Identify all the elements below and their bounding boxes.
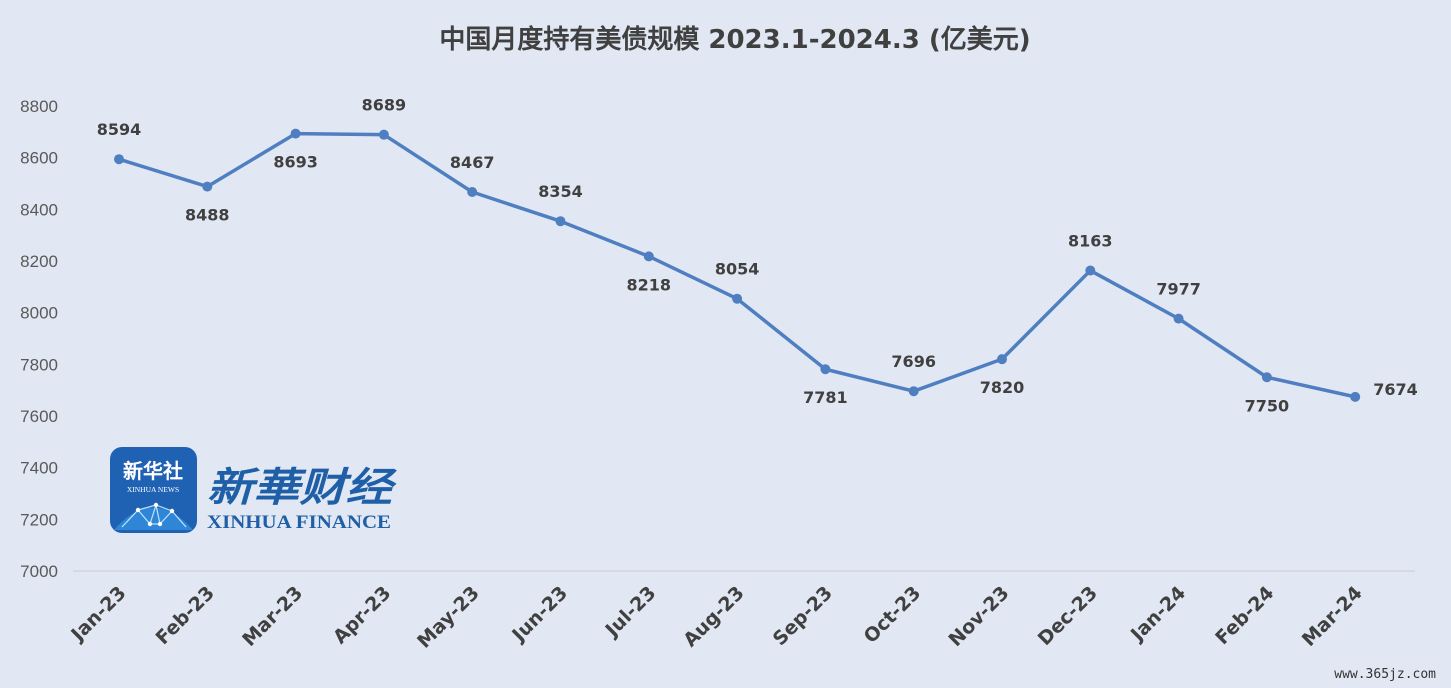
data-point — [820, 364, 831, 375]
x-tick-label: Jun-23 — [507, 582, 572, 647]
data-point — [643, 251, 654, 262]
x-tick-label: Sep-23 — [769, 582, 837, 650]
y-axis-ticks: 8800 8600 8400 8200 8000 7800 7600 7400 7200 7000 — [20, 97, 58, 581]
x-tick-label: Nov-23 — [944, 582, 1013, 651]
data-point — [1261, 372, 1272, 383]
y-tick-label: 7000 — [20, 562, 58, 581]
data-point — [202, 181, 213, 192]
data-point — [732, 293, 743, 304]
data-label: 8488 — [185, 206, 230, 225]
data-point — [1350, 391, 1361, 402]
data-label: 8594 — [97, 120, 142, 139]
data-label: 8163 — [1068, 232, 1113, 251]
data-point — [114, 154, 124, 165]
data-label: 7674 — [1373, 380, 1418, 399]
y-tick-label: 7800 — [20, 355, 58, 374]
data-label: 8354 — [538, 182, 583, 201]
x-tick-label: Oct-23 — [860, 582, 926, 648]
data-point — [378, 129, 389, 140]
watermark-text: www.365jz.com — [1334, 667, 1436, 682]
y-tick-label: 8000 — [20, 304, 58, 323]
data-markers — [114, 128, 1361, 402]
x-tick-label: Apr-23 — [329, 582, 395, 648]
y-tick-label: 7400 — [20, 459, 58, 478]
data-labels: 8594 8488 8693 8689 8467 8354 8218 8054 7781 7696… — [97, 96, 1418, 416]
data-point — [467, 187, 478, 198]
x-axis-ticks: Jan-23 Feb-23 Mar-23 Apr-23 May-23 Jun-23 Jul-… — [66, 582, 1367, 653]
x-tick-label: Dec-23 — [1034, 582, 1102, 650]
data-label: 8054 — [715, 260, 760, 279]
chart-title: 中国月度持有美债规模 2023.1-2024.3 (亿美元) — [439, 24, 1030, 55]
x-tick-label: May-23 — [413, 582, 484, 653]
data-point — [997, 354, 1007, 365]
x-tick-label: Aug-23 — [679, 582, 748, 651]
data-label: 8467 — [450, 153, 495, 172]
data-point — [555, 216, 566, 227]
data-label: 7750 — [1245, 396, 1290, 415]
x-tick-label: Jan-23 — [66, 582, 131, 647]
x-tick-label: Feb-24 — [1211, 582, 1278, 649]
logo-chinese-wordmark: 新華财经 — [207, 464, 398, 511]
x-tick-label: Mar-23 — [238, 582, 307, 651]
y-tick-label: 7600 — [20, 407, 58, 426]
x-tick-label: Jan-24 — [1125, 582, 1190, 647]
y-tick-label: 7200 — [20, 510, 58, 529]
y-tick-label: 8400 — [20, 200, 58, 219]
data-label: 7820 — [980, 378, 1025, 397]
data-label: 7781 — [803, 388, 848, 407]
x-tick-label: Mar-24 — [1298, 582, 1367, 651]
y-tick-label: 8200 — [20, 252, 58, 271]
data-point — [1085, 265, 1096, 276]
y-tick-label: 8600 — [20, 149, 58, 168]
y-tick-label: 8800 — [20, 97, 58, 116]
xinhua-finance-logo: 新华社 XINHUA NEWS 新華财经 XINHUA FINANCE — [110, 447, 398, 533]
data-label: 8218 — [627, 275, 672, 294]
logo-badge-chinese: 新华社 — [123, 459, 183, 483]
data-label: 7977 — [1156, 280, 1201, 299]
logo-badge-english: XINHUA NEWS — [127, 485, 179, 494]
network-globe-icon — [114, 502, 193, 530]
logo-english-wordmark: XINHUA FINANCE — [207, 512, 391, 533]
data-point — [908, 386, 919, 397]
x-tick-label: Feb-23 — [152, 582, 219, 649]
data-point — [290, 128, 301, 139]
xinhua-news-badge — [110, 447, 197, 533]
x-tick-label: Jul-23 — [600, 582, 660, 642]
data-label: 7696 — [891, 352, 936, 371]
data-label: 8693 — [273, 153, 318, 172]
data-label: 8689 — [362, 96, 407, 115]
data-point — [1173, 313, 1184, 324]
